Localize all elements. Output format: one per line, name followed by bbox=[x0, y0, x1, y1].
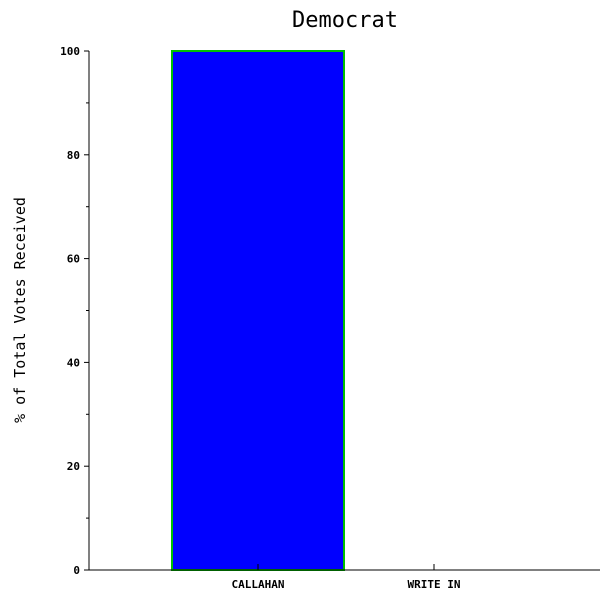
y-tick-label: 60 bbox=[67, 253, 80, 266]
chart-title: Democrat bbox=[292, 8, 398, 33]
y-tick-label: 20 bbox=[67, 460, 80, 473]
y-tick-label: 100 bbox=[60, 45, 80, 58]
y-axis-label: % of Total Votes Received bbox=[11, 197, 29, 423]
x-category-label: CALLAHAN bbox=[232, 578, 285, 591]
bar bbox=[171, 50, 345, 571]
y-tick-label: 0 bbox=[73, 564, 80, 577]
x-category-label: WRITE IN bbox=[408, 578, 461, 591]
x-categories-group: CALLAHAN WRITE IN bbox=[232, 564, 461, 591]
y-ticks-group: 0 20 40 60 80 100 bbox=[60, 45, 89, 577]
bars-group bbox=[171, 50, 345, 571]
y-tick-label: 40 bbox=[67, 356, 80, 369]
y-tick-label: 80 bbox=[67, 149, 80, 162]
